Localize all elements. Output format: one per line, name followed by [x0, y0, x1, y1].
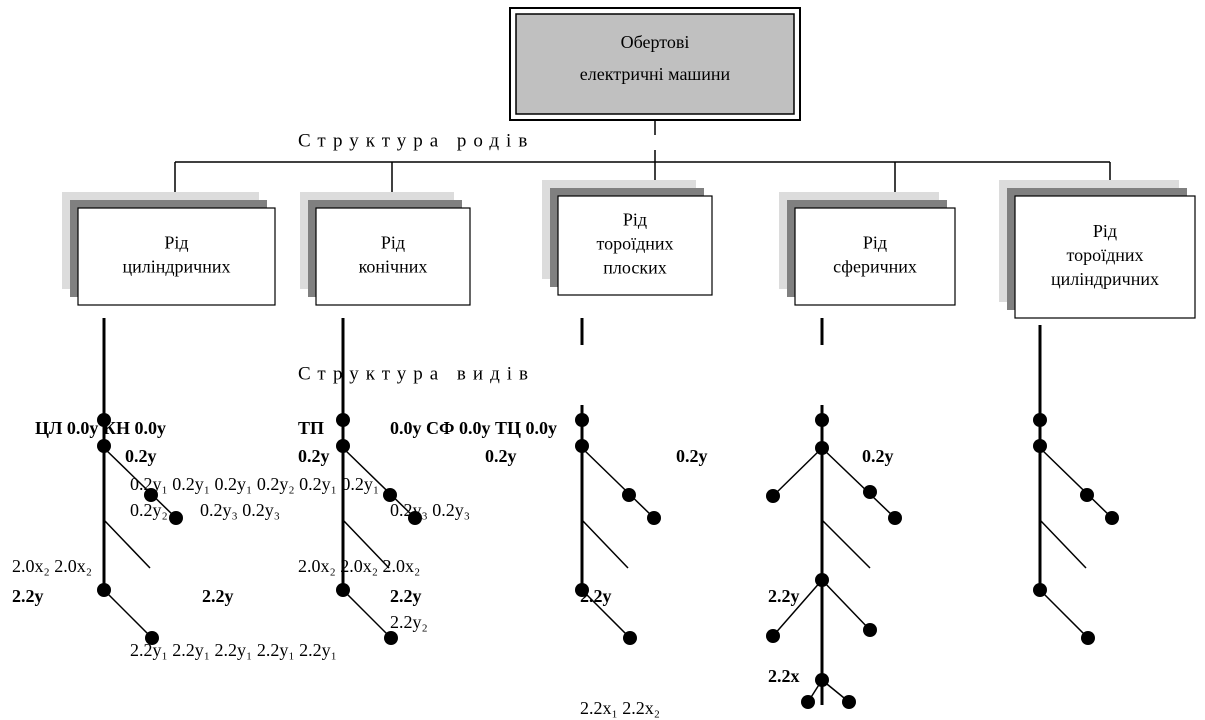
tree-node	[815, 573, 829, 587]
node-box	[794, 207, 956, 306]
root-box	[515, 13, 795, 115]
tree-node	[336, 413, 350, 427]
tree-node	[575, 439, 589, 453]
node-label: Рід	[381, 233, 405, 253]
tree-line	[342, 519, 390, 569]
node-label: тороїдних	[596, 234, 673, 254]
label: 2.2y	[202, 586, 234, 606]
node-label: циліндричних	[123, 257, 231, 277]
tree-node	[336, 583, 350, 597]
label: 2.2y₂	[390, 612, 428, 632]
tree-line	[103, 589, 153, 639]
tree-line	[342, 447, 416, 519]
label: ТП	[298, 418, 324, 438]
node-label: Рід	[1093, 221, 1117, 241]
label: ЦЛ 0.0y КН 0.0y	[35, 418, 166, 438]
tree-line	[103, 519, 151, 569]
label: 0.2y₂	[130, 500, 168, 520]
node-label: Рід	[623, 210, 647, 230]
tree-node	[1105, 511, 1119, 525]
tree-node	[575, 413, 589, 427]
tree-node	[815, 413, 829, 427]
tree-node	[1033, 413, 1047, 427]
tree-node	[1081, 631, 1095, 645]
tree-line	[1039, 589, 1089, 639]
label: 0.2y	[298, 446, 330, 466]
label: 2.2y	[768, 586, 800, 606]
tree-line	[581, 589, 631, 639]
label: 0.2y₁ 0.2y₁ 0.2y₁ 0.2y₂ 0.2y₁ 0.2y₁	[130, 474, 379, 494]
tree-line	[772, 447, 823, 497]
label: 2.0x₂ 2.0x₂ 2.0x₂	[298, 556, 420, 576]
tree-node	[97, 413, 111, 427]
tree-node	[169, 511, 183, 525]
tree-node	[1080, 488, 1094, 502]
tree-node	[888, 511, 902, 525]
label: 2.2y	[580, 586, 612, 606]
tree-line	[581, 519, 629, 569]
tree-node	[408, 511, 422, 525]
tree-node	[863, 485, 877, 499]
label: 0.2y	[862, 446, 894, 466]
node-label: Рід	[863, 233, 887, 253]
node-box	[77, 207, 276, 306]
node-label: сферичних	[833, 257, 917, 277]
label: 0.0y СФ 0.0y ТЦ 0.0y	[390, 418, 557, 438]
label: 2.0x₂ 2.0x₂	[12, 556, 92, 576]
root-label: Обертові	[621, 32, 690, 52]
tree-line	[103, 447, 177, 519]
node-label: плоских	[603, 258, 666, 278]
tree-node	[336, 439, 350, 453]
genus-structure-label: Структура родів	[298, 130, 534, 151]
tree-node	[766, 489, 780, 503]
tree-node	[622, 488, 636, 502]
tree-line	[581, 447, 655, 519]
label: 0.2y	[485, 446, 517, 466]
label: 2.2y	[12, 586, 44, 606]
label: 2.2x	[768, 666, 800, 686]
tree-node	[623, 631, 637, 645]
tree-node	[842, 695, 856, 709]
tree-node	[97, 439, 111, 453]
tree-node	[575, 583, 589, 597]
label: 0.2y	[676, 446, 708, 466]
tree-line	[342, 589, 392, 639]
label: 2.2x₁ 2.2x₂	[580, 698, 660, 718]
node-label: Рід	[164, 233, 188, 253]
tree-line	[772, 579, 823, 637]
species-structure-label: Структура видів	[298, 363, 535, 384]
tree-node	[766, 629, 780, 643]
tree-node	[144, 488, 158, 502]
tree-node	[801, 695, 815, 709]
label: 2.2y₁ 2.2y₁ 2.2y₁ 2.2y₁ 2.2y₁	[130, 640, 337, 660]
label: 0.2y	[125, 446, 157, 466]
label: 2.2y	[390, 586, 422, 606]
node-box	[315, 207, 471, 306]
tree-node	[383, 488, 397, 502]
tree-node	[145, 631, 159, 645]
tree-line	[821, 519, 871, 569]
tree-node	[815, 441, 829, 455]
root-label: електричні машини	[580, 64, 731, 84]
tree-node	[384, 631, 398, 645]
tree-node	[1033, 439, 1047, 453]
node-label: конічних	[359, 257, 428, 277]
tree-line	[1039, 447, 1113, 519]
tree-node	[647, 511, 661, 525]
tree-node	[97, 583, 111, 597]
node-box	[557, 195, 713, 296]
node-box	[1014, 195, 1196, 319]
label: 0.2y₃ 0.2y₃	[200, 500, 280, 520]
node-label: циліндричних	[1051, 269, 1159, 289]
tree-line	[1039, 519, 1087, 569]
tree-line	[821, 447, 896, 519]
tree-node	[863, 623, 877, 637]
node-label: тороїдних	[1066, 245, 1143, 265]
tree-node	[1033, 583, 1047, 597]
tree-line	[821, 579, 871, 631]
label: 0.2y₃ 0.2y₃	[390, 500, 470, 520]
tree-node	[815, 673, 829, 687]
